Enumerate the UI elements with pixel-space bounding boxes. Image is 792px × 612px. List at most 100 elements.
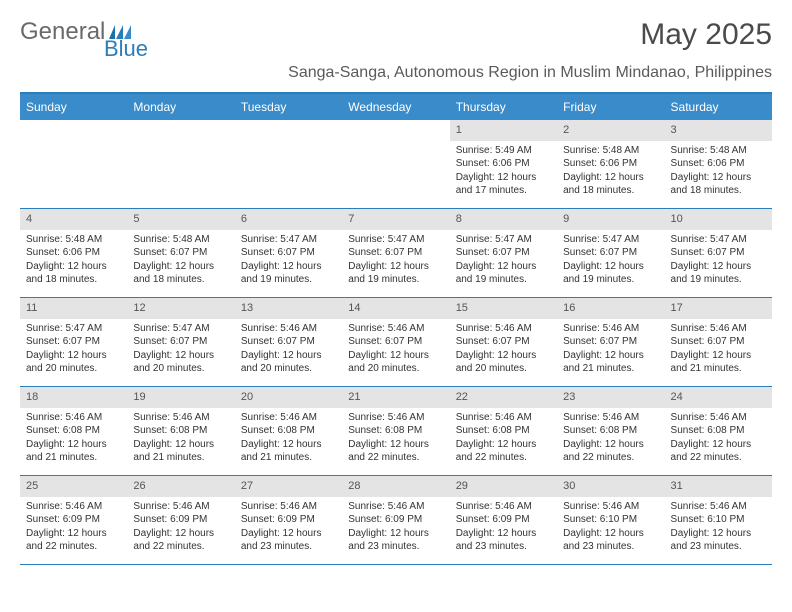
daylight-text: Daylight: 12 hours <box>133 438 228 452</box>
sunset-text: Sunset: 6:09 PM <box>348 513 443 527</box>
daylight-text: and 23 minutes. <box>241 540 336 554</box>
logo-text-general: General <box>20 18 105 46</box>
dayname-mon: Monday <box>127 94 234 120</box>
sunrise-text: Sunrise: 5:47 AM <box>456 233 551 247</box>
sunrise-text: Sunrise: 5:49 AM <box>456 144 551 158</box>
daylight-text: Daylight: 12 hours <box>671 171 766 185</box>
day-number: 15 <box>450 298 557 319</box>
day-cell: 30Sunrise: 5:46 AMSunset: 6:10 PMDayligh… <box>557 476 664 564</box>
day-body: Sunrise: 5:47 AMSunset: 6:07 PMDaylight:… <box>235 230 342 293</box>
sunset-text: Sunset: 6:07 PM <box>671 246 766 260</box>
location-subtitle: Sanga-Sanga, Autonomous Region in Muslim… <box>20 64 772 82</box>
sunrise-text: Sunrise: 5:47 AM <box>241 233 336 247</box>
day-number: 22 <box>450 387 557 408</box>
daylight-text: and 20 minutes. <box>133 362 228 376</box>
daylight-text: and 19 minutes. <box>563 273 658 287</box>
daylight-text: Daylight: 12 hours <box>456 260 551 274</box>
daylight-text: Daylight: 12 hours <box>456 171 551 185</box>
day-number: 7 <box>342 209 449 230</box>
daylight-text: and 18 minutes. <box>671 184 766 198</box>
day-number: 10 <box>665 209 772 230</box>
day-cell: 15Sunrise: 5:46 AMSunset: 6:07 PMDayligh… <box>450 298 557 386</box>
day-number: 5 <box>127 209 234 230</box>
day-cell: 4Sunrise: 5:48 AMSunset: 6:06 PMDaylight… <box>20 209 127 297</box>
day-cell: 22Sunrise: 5:46 AMSunset: 6:08 PMDayligh… <box>450 387 557 475</box>
day-body: Sunrise: 5:48 AMSunset: 6:06 PMDaylight:… <box>20 230 127 293</box>
weeks-container: 1Sunrise: 5:49 AMSunset: 6:06 PMDaylight… <box>20 120 772 565</box>
day-cell: 21Sunrise: 5:46 AMSunset: 6:08 PMDayligh… <box>342 387 449 475</box>
day-cell: 19Sunrise: 5:46 AMSunset: 6:08 PMDayligh… <box>127 387 234 475</box>
daylight-text: and 19 minutes. <box>671 273 766 287</box>
daylight-text: Daylight: 12 hours <box>563 349 658 363</box>
day-cell: 13Sunrise: 5:46 AMSunset: 6:07 PMDayligh… <box>235 298 342 386</box>
sunrise-text: Sunrise: 5:48 AM <box>563 144 658 158</box>
sunrise-text: Sunrise: 5:48 AM <box>671 144 766 158</box>
sunrise-text: Sunrise: 5:46 AM <box>671 411 766 425</box>
dayname-fri: Friday <box>557 94 664 120</box>
sunset-text: Sunset: 6:09 PM <box>456 513 551 527</box>
day-body: Sunrise: 5:46 AMSunset: 6:09 PMDaylight:… <box>235 497 342 560</box>
daylight-text: and 18 minutes. <box>26 273 121 287</box>
day-cell: 12Sunrise: 5:47 AMSunset: 6:07 PMDayligh… <box>127 298 234 386</box>
daylight-text: and 18 minutes. <box>563 184 658 198</box>
day-number: 2 <box>557 120 664 141</box>
day-number: 12 <box>127 298 234 319</box>
sunrise-text: Sunrise: 5:46 AM <box>671 322 766 336</box>
daylight-text: Daylight: 12 hours <box>241 260 336 274</box>
day-body: Sunrise: 5:46 AMSunset: 6:08 PMDaylight:… <box>557 408 664 471</box>
day-cell: 10Sunrise: 5:47 AMSunset: 6:07 PMDayligh… <box>665 209 772 297</box>
day-cell: 6Sunrise: 5:47 AMSunset: 6:07 PMDaylight… <box>235 209 342 297</box>
day-cell: 26Sunrise: 5:46 AMSunset: 6:09 PMDayligh… <box>127 476 234 564</box>
day-body: Sunrise: 5:46 AMSunset: 6:10 PMDaylight:… <box>665 497 772 560</box>
day-body: Sunrise: 5:47 AMSunset: 6:07 PMDaylight:… <box>20 319 127 382</box>
daylight-text: Daylight: 12 hours <box>671 527 766 541</box>
week-row: 25Sunrise: 5:46 AMSunset: 6:09 PMDayligh… <box>20 476 772 565</box>
day-body: Sunrise: 5:46 AMSunset: 6:08 PMDaylight:… <box>127 408 234 471</box>
day-number: 8 <box>450 209 557 230</box>
daylight-text: Daylight: 12 hours <box>671 438 766 452</box>
sunset-text: Sunset: 6:10 PM <box>671 513 766 527</box>
day-cell: 3Sunrise: 5:48 AMSunset: 6:06 PMDaylight… <box>665 120 772 208</box>
sunset-text: Sunset: 6:06 PM <box>456 157 551 171</box>
daylight-text: Daylight: 12 hours <box>456 527 551 541</box>
sunrise-text: Sunrise: 5:46 AM <box>133 500 228 514</box>
day-cell: 23Sunrise: 5:46 AMSunset: 6:08 PMDayligh… <box>557 387 664 475</box>
day-number: 19 <box>127 387 234 408</box>
daylight-text: Daylight: 12 hours <box>133 527 228 541</box>
sunset-text: Sunset: 6:07 PM <box>26 335 121 349</box>
day-number: 3 <box>665 120 772 141</box>
daylight-text: Daylight: 12 hours <box>241 438 336 452</box>
sunset-text: Sunset: 6:08 PM <box>671 424 766 438</box>
day-body: Sunrise: 5:46 AMSunset: 6:07 PMDaylight:… <box>665 319 772 382</box>
sunset-text: Sunset: 6:08 PM <box>456 424 551 438</box>
day-number: 21 <box>342 387 449 408</box>
sunset-text: Sunset: 6:07 PM <box>456 335 551 349</box>
dayname-thu: Thursday <box>450 94 557 120</box>
daylight-text: Daylight: 12 hours <box>241 349 336 363</box>
sunrise-text: Sunrise: 5:47 AM <box>563 233 658 247</box>
day-number: 29 <box>450 476 557 497</box>
day-cell: 7Sunrise: 5:47 AMSunset: 6:07 PMDaylight… <box>342 209 449 297</box>
sunrise-text: Sunrise: 5:46 AM <box>671 500 766 514</box>
day-number: 9 <box>557 209 664 230</box>
day-body: Sunrise: 5:46 AMSunset: 6:07 PMDaylight:… <box>557 319 664 382</box>
day-number: 27 <box>235 476 342 497</box>
day-cell: 1Sunrise: 5:49 AMSunset: 6:06 PMDaylight… <box>450 120 557 208</box>
sunrise-text: Sunrise: 5:47 AM <box>671 233 766 247</box>
sunrise-text: Sunrise: 5:46 AM <box>26 500 121 514</box>
sunset-text: Sunset: 6:08 PM <box>563 424 658 438</box>
sunrise-text: Sunrise: 5:47 AM <box>26 322 121 336</box>
day-cell: 14Sunrise: 5:46 AMSunset: 6:07 PMDayligh… <box>342 298 449 386</box>
sunset-text: Sunset: 6:08 PM <box>133 424 228 438</box>
day-cell: 8Sunrise: 5:47 AMSunset: 6:07 PMDaylight… <box>450 209 557 297</box>
daylight-text: Daylight: 12 hours <box>26 438 121 452</box>
day-cell: 16Sunrise: 5:46 AMSunset: 6:07 PMDayligh… <box>557 298 664 386</box>
day-number: 20 <box>235 387 342 408</box>
dayname-sat: Saturday <box>665 94 772 120</box>
sunset-text: Sunset: 6:08 PM <box>348 424 443 438</box>
day-cell: 24Sunrise: 5:46 AMSunset: 6:08 PMDayligh… <box>665 387 772 475</box>
day-body: Sunrise: 5:46 AMSunset: 6:08 PMDaylight:… <box>450 408 557 471</box>
calendar: Sunday Monday Tuesday Wednesday Thursday… <box>20 92 772 565</box>
day-body: Sunrise: 5:46 AMSunset: 6:07 PMDaylight:… <box>450 319 557 382</box>
daylight-text: and 20 minutes. <box>456 362 551 376</box>
